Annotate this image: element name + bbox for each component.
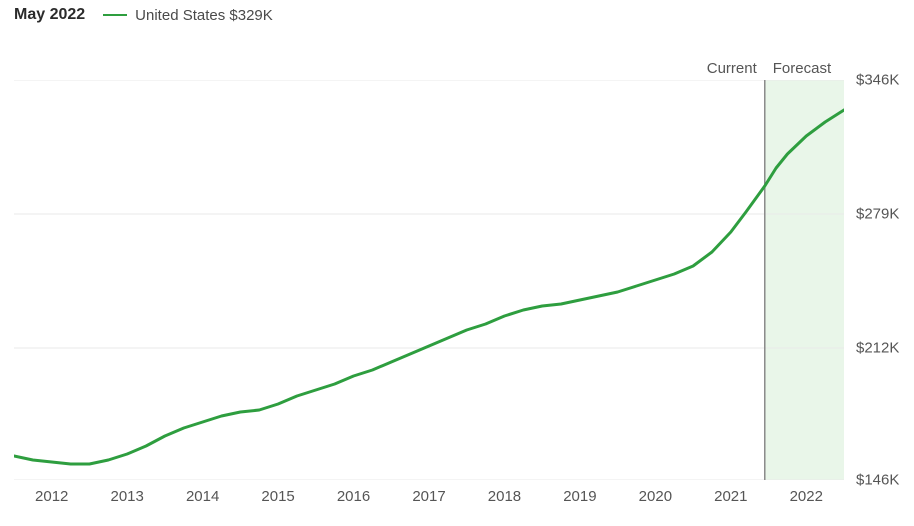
y-tick-label: $279K — [856, 206, 899, 223]
x-tick-label: 2017 — [412, 488, 445, 505]
annotation-forecast: Forecast — [773, 60, 831, 77]
x-tick-label: 2012 — [35, 488, 68, 505]
x-tick-label: 2016 — [337, 488, 370, 505]
chart-header: May 2022 United States $329K — [14, 6, 273, 24]
x-tick-label: 2018 — [488, 488, 521, 505]
line-chart — [14, 80, 844, 480]
x-tick-label: 2013 — [110, 488, 143, 505]
chart-container: May 2022 United States $329K $146K $212K $… — [0, 0, 914, 526]
y-tick-label: $346K — [856, 72, 899, 89]
x-tick-label: 2019 — [563, 488, 596, 505]
legend-swatch — [103, 14, 127, 16]
x-tick-label: 2022 — [790, 488, 823, 505]
x-tick-label: 2014 — [186, 488, 219, 505]
chart-title: May 2022 — [14, 6, 85, 24]
x-tick-label: 2015 — [261, 488, 294, 505]
y-tick-label: $212K — [856, 340, 899, 357]
legend-item: United States $329K — [103, 7, 273, 24]
annotation-current: Current — [707, 60, 757, 77]
x-tick-label: 2020 — [639, 488, 672, 505]
y-tick-label: $146K — [856, 472, 899, 489]
legend-label: United States $329K — [135, 7, 273, 24]
x-tick-label: 2021 — [714, 488, 747, 505]
